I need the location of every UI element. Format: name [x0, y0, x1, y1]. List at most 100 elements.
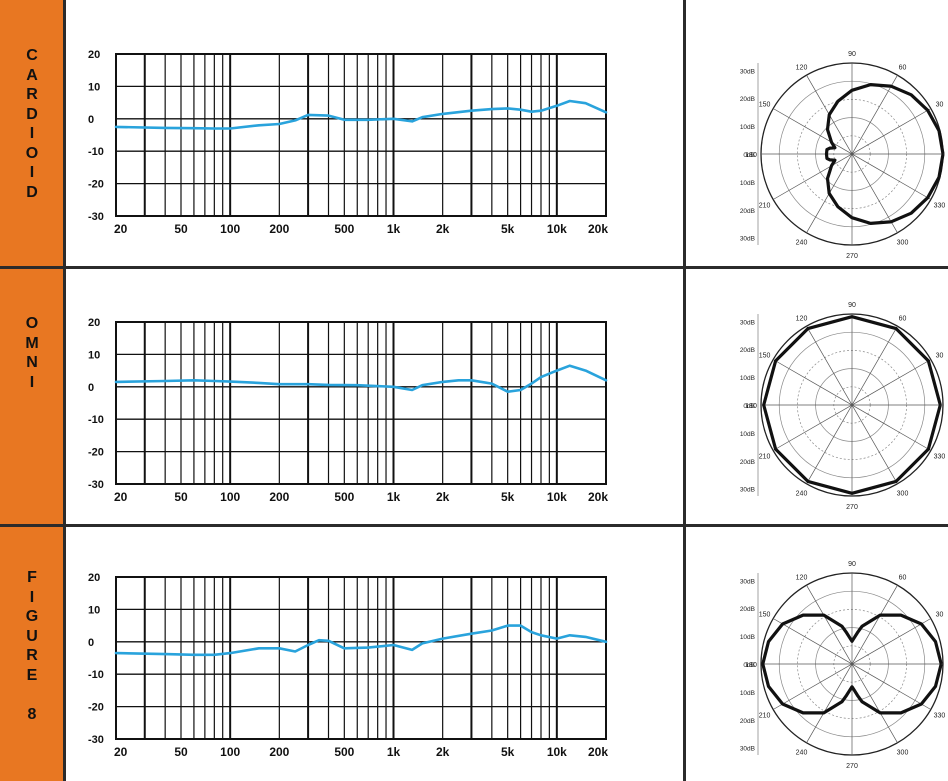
polar-db-label: 30dB	[740, 578, 755, 585]
polar-angle-label: 180	[745, 662, 757, 669]
y-tick-label: 10	[88, 349, 100, 361]
y-tick-label: 0	[88, 382, 94, 394]
polar-angle-label: 120	[796, 316, 808, 323]
polar-db-label: 10dB	[740, 180, 755, 187]
x-tick-label: 500	[334, 222, 354, 236]
x-tick-label: 10k	[547, 745, 567, 759]
polar-angle-label: 180	[745, 152, 757, 159]
polar-angle-label: 120	[796, 575, 808, 582]
pattern-label-letter: I	[29, 373, 35, 391]
x-tick-label: 500	[334, 490, 354, 504]
x-tick-label: 20	[114, 222, 128, 236]
response-curve	[114, 624, 608, 657]
x-tick-label: 20	[114, 490, 128, 504]
polar-pattern-chart-omni: 030609012015018021024027030033030dB20dB1…	[740, 302, 946, 511]
x-tick-label: 5k	[501, 490, 515, 504]
x-tick-label: 10k	[547, 490, 567, 504]
polar-angle-label: 300	[897, 239, 909, 246]
polar-spoke	[773, 618, 931, 710]
polar-db-label: 10dB	[740, 690, 755, 697]
y-tick-label: -30	[88, 479, 104, 491]
x-tick-label: 2k	[436, 222, 450, 236]
polar-db-label: 20dB	[740, 347, 755, 354]
pattern-label-letter: I	[29, 588, 35, 606]
polar-angle-label: 150	[759, 353, 771, 360]
x-tick-label: 100	[220, 745, 240, 759]
plot-frame	[115, 576, 607, 740]
y-tick-label: -30	[88, 734, 104, 746]
pattern-label-letter: G	[25, 608, 39, 625]
y-tick-label: -10	[88, 146, 104, 158]
x-tick-label: 10k	[547, 222, 567, 236]
polar-grid	[760, 572, 944, 756]
y-tick-label: -10	[88, 414, 104, 426]
polar-db-label: 20dB	[740, 718, 755, 725]
polar-angle-label: 150	[759, 612, 771, 619]
pattern-label-letter: O	[25, 315, 39, 332]
polar-spoke	[773, 108, 931, 200]
polar-angle-label: 30	[936, 612, 944, 619]
pattern-label-letter: R	[26, 647, 38, 664]
grid	[115, 576, 607, 740]
polar-angle-label: 210	[759, 454, 771, 461]
polar-db-label: 10dB	[740, 124, 755, 131]
polar-angle-label: 90	[848, 51, 856, 58]
plot-frame	[115, 53, 607, 217]
x-tick-label: 5k	[501, 745, 515, 759]
x-tick-label: 50	[174, 490, 188, 504]
pattern-label-letter: C	[26, 47, 38, 64]
polar-db-label: 10dB	[740, 375, 755, 382]
pattern-label-letter: M	[25, 334, 39, 352]
polar-angle-label: 30	[936, 353, 944, 360]
x-tick-label: 20	[114, 745, 128, 759]
y-tick-label: 20	[88, 317, 100, 329]
x-tick-label: 1k	[387, 490, 401, 504]
polar-angle-label: 270	[846, 504, 858, 511]
polar-angle-label: 330	[934, 713, 946, 720]
polar-angle-label: 60	[899, 316, 907, 323]
polar-pattern-curve	[824, 82, 945, 225]
polar-spoke	[773, 359, 931, 451]
pattern-label-letter	[0, 685, 64, 705]
y-tick-label: -20	[88, 447, 104, 459]
x-tick-label: 50	[174, 222, 188, 236]
table-divider-row-1	[0, 266, 948, 269]
polar-angle-label: 240	[796, 749, 808, 756]
grid	[115, 321, 607, 485]
polar-pattern-chart-cardioid: 030609012015018021024027030033030dB20dB1…	[740, 51, 946, 260]
y-tick-label: -30	[88, 211, 104, 223]
polar-db-label: 10dB	[740, 634, 755, 641]
y-tick-label: 20	[88, 49, 100, 61]
polar-pattern-curve	[762, 315, 942, 495]
polar-angle-label: 330	[934, 203, 946, 210]
polar-angle-label: 90	[848, 561, 856, 568]
x-tick-label: 5k	[501, 222, 515, 236]
table-divider-right	[683, 0, 686, 781]
x-tick-label: 1k	[387, 745, 401, 759]
polar-angle-label: 90	[848, 302, 856, 309]
x-tick-label: 50	[174, 745, 188, 759]
polar-db-label: 0dB	[743, 662, 755, 669]
x-tick-label: 2k	[436, 490, 450, 504]
pattern-label-letter: O	[25, 144, 39, 162]
polar-db-label: 20dB	[740, 459, 755, 466]
polar-db-label: 30dB	[740, 319, 755, 326]
y-tick-label: 0	[88, 637, 94, 649]
y-tick-label: -10	[88, 669, 104, 681]
y-tick-label: -20	[88, 179, 104, 191]
x-tick-label: 100	[220, 490, 240, 504]
y-tick-label: 0	[88, 114, 94, 126]
polar-angle-label: 300	[897, 749, 909, 756]
polar-pattern-chart-figure8: 030609012015018021024027030033030dB20dB1…	[740, 561, 946, 770]
polar-angle-label: 120	[796, 65, 808, 72]
